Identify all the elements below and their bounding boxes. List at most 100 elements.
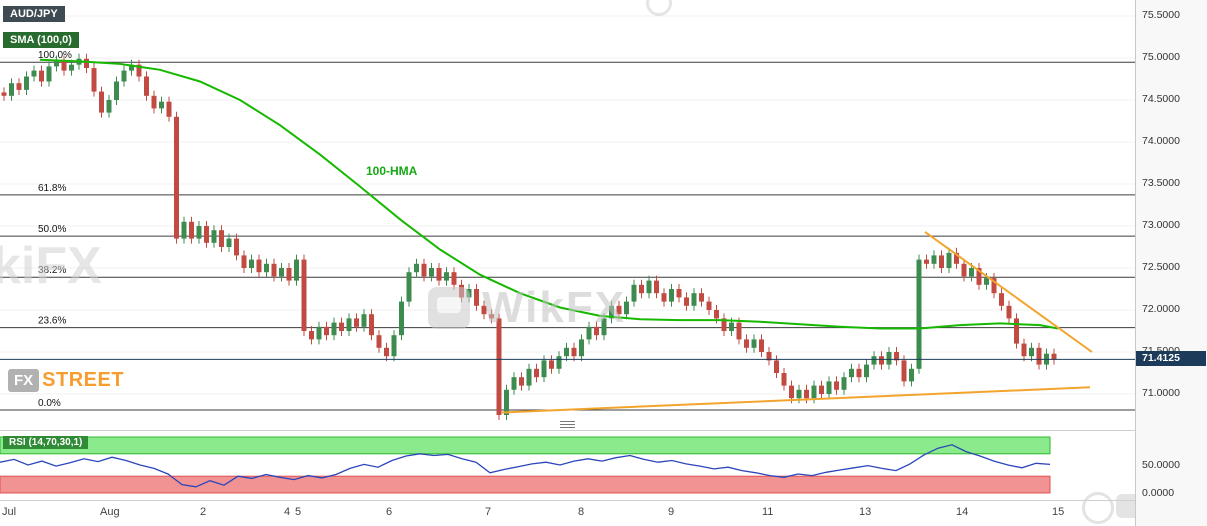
candle-body	[766, 352, 772, 361]
candle-body	[421, 263, 427, 277]
candle-body	[969, 268, 974, 277]
price-tick-label: 75.0000	[1142, 51, 1180, 63]
candle-body	[189, 221, 194, 239]
candle-body	[939, 255, 944, 268]
candle-body	[654, 280, 659, 294]
candle-body	[661, 293, 667, 302]
candle-body	[609, 305, 614, 319]
candle-body	[174, 116, 179, 239]
candle-body	[751, 339, 757, 348]
candle-body	[781, 373, 787, 386]
candle-body	[384, 347, 389, 357]
candle-body	[279, 268, 284, 277]
price-chart-canvas[interactable]: 100.0% 61.8% 50.0% 38.2% 23.6% 0.0%	[0, 0, 1135, 430]
candle-body	[999, 293, 1004, 306]
axis-divider	[0, 500, 1207, 501]
candle-body	[1006, 305, 1012, 319]
symbol-badge[interactable]: AUD/JPY	[3, 6, 65, 22]
fxstreet-street-text: STREET	[42, 369, 125, 391]
candle-body	[144, 76, 149, 96]
candle-body	[849, 368, 854, 378]
candle-body	[886, 352, 892, 365]
candle-body	[9, 83, 14, 96]
candle-body	[894, 352, 899, 361]
candle-body	[729, 322, 734, 331]
last-price-badge: 71.4125	[1136, 351, 1206, 367]
candle-body	[324, 326, 329, 336]
candle-body	[826, 381, 832, 394]
fxstreet-fx-logo-icon: FX	[8, 369, 40, 392]
rsi-line	[0, 444, 1051, 488]
candle-body	[691, 293, 697, 306]
candle-body	[84, 58, 89, 68]
candle-body	[586, 326, 592, 340]
time-axis-label: 14	[956, 506, 969, 518]
rsi-panel-canvas[interactable]	[0, 430, 1135, 500]
candle-body	[301, 259, 307, 331]
price-axis[interactable]: 71.4125 75.5000 75.0000 74.5000 74.0000 73.5…	[1135, 0, 1207, 526]
time-axis[interactable]: Jul Aug 2 4 5 6 7 8 9 11 13 14 15	[0, 504, 1135, 526]
candle-body	[31, 70, 37, 77]
candle-body	[151, 95, 157, 109]
candle-body	[819, 385, 824, 394]
rsi-overbought-zone	[0, 436, 1051, 455]
candle-body	[361, 314, 367, 327]
candle-body	[676, 289, 682, 298]
price-tick-label: 73.0000	[1142, 219, 1180, 231]
candle-body	[316, 326, 322, 340]
candle-body	[181, 221, 187, 239]
candle-body	[496, 318, 502, 415]
candle-body	[406, 272, 412, 302]
rsi-oversold-zone	[0, 475, 1051, 494]
candle-body	[924, 259, 929, 264]
candle-body	[699, 293, 704, 302]
price-tick-label: 71.0000	[1142, 387, 1180, 399]
candle-body	[256, 259, 262, 273]
candle-body	[121, 70, 127, 82]
candle-body	[541, 360, 547, 378]
candle-body	[646, 280, 652, 294]
time-axis-label: 11	[762, 506, 774, 518]
candle-body	[526, 368, 532, 386]
rsi-indicator-badge[interactable]: RSI (14,70,30,1)	[3, 436, 89, 449]
rsi-tick-label: 50.0000	[1142, 459, 1180, 471]
candle-body	[976, 268, 982, 285]
candle-body	[1, 92, 7, 96]
candle-body	[354, 318, 359, 327]
time-axis-label: 13	[859, 506, 872, 518]
candle-body	[136, 64, 142, 77]
time-axis-label: 4	[284, 506, 291, 518]
candle-body	[294, 259, 299, 281]
candle-body	[196, 226, 202, 239]
candle-body	[489, 314, 494, 319]
fib-level-label: 0.0%	[38, 398, 61, 409]
candle-body	[69, 64, 74, 71]
candle-body	[429, 268, 434, 277]
candle-body	[114, 81, 119, 100]
candle-body	[519, 377, 524, 386]
candle-body	[1051, 353, 1057, 360]
time-axis-label: 8	[578, 506, 585, 518]
candle-body	[759, 339, 764, 352]
candle-body	[991, 278, 997, 294]
scrollbar-grip-icon[interactable]	[560, 424, 575, 425]
time-axis-label: 2	[200, 506, 207, 518]
sma-indicator-badge[interactable]: SMA (100,0)	[3, 32, 79, 48]
candle-body	[271, 263, 277, 277]
fib-level-label: 100.0%	[38, 50, 72, 61]
time-axis-label: 6	[386, 506, 393, 518]
candle-body	[46, 66, 52, 82]
candle-body	[594, 326, 599, 336]
candle-body	[286, 268, 292, 281]
candle-body	[721, 318, 727, 331]
candle-body	[804, 389, 809, 399]
time-axis-label: 7	[485, 506, 492, 518]
candle-body	[1014, 318, 1019, 344]
candle-body	[481, 305, 487, 315]
fib-level-label: 50.0%	[38, 224, 66, 235]
candle-body	[639, 284, 644, 294]
candle-body	[774, 360, 779, 373]
candle-body	[309, 331, 314, 340]
candle-body	[879, 356, 884, 365]
